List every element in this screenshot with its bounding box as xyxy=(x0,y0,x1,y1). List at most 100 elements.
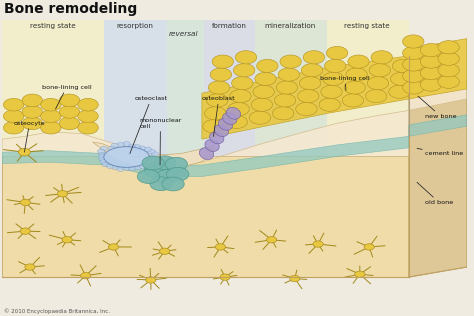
Circle shape xyxy=(323,72,344,85)
Polygon shape xyxy=(2,136,409,177)
Circle shape xyxy=(402,58,424,71)
Circle shape xyxy=(108,146,116,151)
Circle shape xyxy=(420,55,442,68)
Circle shape xyxy=(148,155,156,159)
Text: cement line: cement line xyxy=(417,149,463,156)
Circle shape xyxy=(253,85,274,98)
Circle shape xyxy=(142,156,164,170)
Circle shape xyxy=(162,177,184,191)
Circle shape xyxy=(145,160,153,164)
Circle shape xyxy=(144,164,166,178)
Circle shape xyxy=(319,98,340,111)
Circle shape xyxy=(273,107,294,120)
Circle shape xyxy=(230,89,251,103)
Text: bone-lining cell: bone-lining cell xyxy=(320,76,370,90)
Circle shape xyxy=(20,199,30,206)
Circle shape xyxy=(78,98,98,111)
Circle shape xyxy=(290,275,300,282)
Circle shape xyxy=(249,111,271,124)
Circle shape xyxy=(144,147,151,152)
Circle shape xyxy=(160,248,170,254)
Circle shape xyxy=(313,241,323,247)
Circle shape xyxy=(255,72,276,85)
Circle shape xyxy=(420,66,442,80)
Text: osteocyte: osteocyte xyxy=(14,121,46,152)
Circle shape xyxy=(128,144,136,149)
Circle shape xyxy=(145,163,152,167)
Circle shape xyxy=(420,78,442,91)
Ellipse shape xyxy=(219,118,233,130)
Text: osteoclast: osteoclast xyxy=(130,96,167,154)
Circle shape xyxy=(22,117,43,130)
Polygon shape xyxy=(202,56,409,139)
Circle shape xyxy=(228,102,249,116)
Circle shape xyxy=(438,52,459,65)
Circle shape xyxy=(266,237,277,243)
Text: osteoblast: osteoblast xyxy=(202,96,236,136)
Ellipse shape xyxy=(210,132,224,144)
Circle shape xyxy=(402,46,424,60)
Circle shape xyxy=(438,64,459,77)
Circle shape xyxy=(300,76,321,90)
Polygon shape xyxy=(2,156,409,277)
Circle shape xyxy=(234,64,255,77)
Circle shape xyxy=(402,81,424,94)
Circle shape xyxy=(276,81,298,94)
Circle shape xyxy=(389,85,410,98)
Circle shape xyxy=(123,166,130,170)
Circle shape xyxy=(128,166,136,171)
Text: reversal: reversal xyxy=(169,32,198,38)
Circle shape xyxy=(220,274,230,280)
Circle shape xyxy=(137,170,160,184)
Text: resting state: resting state xyxy=(30,23,76,29)
Circle shape xyxy=(97,149,105,154)
Circle shape xyxy=(3,110,24,123)
Circle shape xyxy=(57,191,68,197)
Circle shape xyxy=(298,89,319,103)
Circle shape xyxy=(342,94,364,107)
Circle shape xyxy=(112,165,119,170)
Circle shape xyxy=(3,121,24,134)
Ellipse shape xyxy=(226,107,241,119)
Text: new bone: new bone xyxy=(418,96,456,119)
Circle shape xyxy=(134,145,141,149)
Circle shape xyxy=(20,228,30,234)
Circle shape xyxy=(22,106,43,118)
Bar xyxy=(255,20,328,277)
Circle shape xyxy=(235,51,257,64)
Circle shape xyxy=(149,157,156,162)
Circle shape xyxy=(41,121,61,134)
Circle shape xyxy=(59,94,80,107)
Circle shape xyxy=(232,76,253,90)
Circle shape xyxy=(117,143,124,147)
Circle shape xyxy=(117,167,124,171)
Polygon shape xyxy=(409,82,467,277)
Circle shape xyxy=(226,115,247,129)
Circle shape xyxy=(151,152,159,156)
Ellipse shape xyxy=(104,147,149,167)
Circle shape xyxy=(41,98,61,111)
Circle shape xyxy=(203,120,224,133)
Bar xyxy=(167,20,204,277)
Ellipse shape xyxy=(214,125,228,137)
Circle shape xyxy=(280,55,301,68)
Text: mineralization: mineralization xyxy=(264,23,316,29)
Circle shape xyxy=(301,64,323,77)
Circle shape xyxy=(207,94,228,107)
Circle shape xyxy=(438,41,459,54)
Circle shape xyxy=(78,110,98,123)
Text: formation: formation xyxy=(212,23,247,29)
Circle shape xyxy=(100,146,108,151)
Circle shape xyxy=(327,46,348,60)
Polygon shape xyxy=(93,142,213,168)
Circle shape xyxy=(18,149,30,156)
Bar xyxy=(104,20,167,277)
Circle shape xyxy=(59,106,80,118)
Circle shape xyxy=(371,51,392,64)
Circle shape xyxy=(369,64,391,77)
Circle shape xyxy=(344,81,365,94)
Circle shape xyxy=(123,142,130,146)
Circle shape xyxy=(348,55,369,68)
Polygon shape xyxy=(409,39,467,99)
Circle shape xyxy=(62,237,72,243)
